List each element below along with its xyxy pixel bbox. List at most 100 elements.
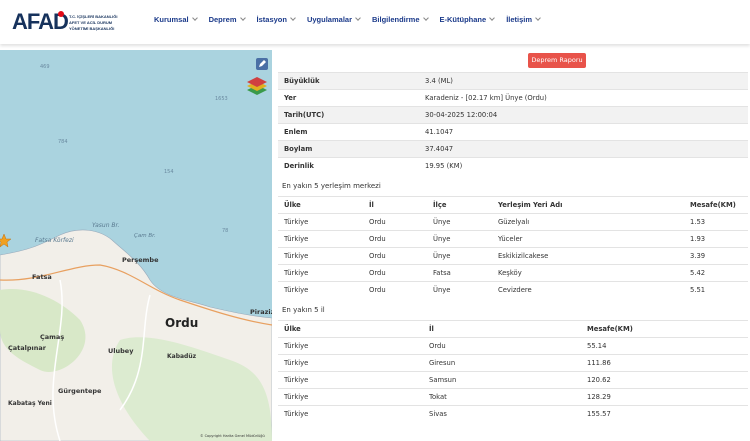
cell: Keşköy: [498, 269, 522, 277]
map-label: 1653: [215, 96, 228, 102]
cell: Ünye: [433, 218, 451, 226]
map-label: Kabataş Yeni: [8, 400, 52, 407]
cell: Ordu: [369, 286, 386, 294]
detail-value: 19.95 (KM): [425, 162, 463, 170]
cell: Yüceler: [498, 235, 523, 243]
map[interactable]: 469 1653 784 154 78 Yasun Br. Fatsa Körfezi Çam…: [0, 50, 272, 441]
map-label: Ulubey: [108, 347, 134, 355]
nav-item[interactable]: Kurumsal: [154, 15, 197, 24]
detail-row: Enlem 41.1047: [278, 123, 748, 141]
header-cell: İl: [369, 201, 374, 209]
detail-value: Karadeniz - [02.17 km] Ünye (Ordu): [425, 94, 547, 102]
cell: Türkiye: [284, 342, 309, 350]
nav-item[interactable]: İletişim: [506, 15, 540, 24]
cell: 5.51: [690, 286, 706, 294]
table-row: Türkiye Sivas 155.57: [278, 405, 748, 423]
cell: Türkiye: [284, 393, 309, 401]
header-cell: Yerleşim Yeri Adı: [498, 201, 563, 209]
table-header: Ülke İl Mesafe(KM): [278, 320, 748, 338]
cell: 3.39: [690, 252, 706, 260]
detail-row: Derinlik 19.95 (KM): [278, 157, 748, 175]
detail-row: Yer Karadeniz - [02.17 km] Ünye (Ordu): [278, 89, 748, 107]
cell: Tokat: [429, 393, 447, 401]
detail-value: 41.1047: [425, 128, 454, 136]
cell: Türkiye: [284, 286, 309, 294]
detail-row: Boylam 37.4047: [278, 140, 748, 158]
table-row: Türkiye Samsun 120.62: [278, 371, 748, 389]
header-cell: İl: [429, 325, 434, 333]
report-button[interactable]: Deprem Raporu: [528, 53, 586, 68]
cell: Türkiye: [284, 376, 309, 384]
nav-item[interactable]: Deprem: [209, 15, 245, 24]
table-row: Türkiye Ordu Ünye Cevizdere 5.51: [278, 281, 748, 299]
cell: Ünye: [433, 235, 451, 243]
detail-value: 30-04-2025 12:00:04: [425, 111, 498, 119]
edit-icon: [259, 60, 266, 67]
cell: 155.57: [587, 410, 611, 418]
detail-row: Büyüklük 3.4 (ML): [278, 72, 748, 90]
section-title: En yakın 5 il: [282, 306, 325, 314]
cell: 111.86: [587, 359, 611, 367]
nav: Kurumsal Deprem İstasyon Uygulamalar Bilgile…: [154, 15, 540, 24]
detail-value: 3.4 (ML): [425, 77, 453, 85]
map-copyright: © Copyright Harita Genel Müdürlüğü: [200, 434, 265, 438]
detail-label: Büyüklük: [284, 77, 320, 85]
table-row: Türkiye Giresun 111.86: [278, 354, 748, 372]
logo-sub: AFET VE ACİL DURUM: [69, 20, 113, 25]
table-row: Türkiye Tokat 128.29: [278, 388, 748, 406]
map-label: 469: [40, 64, 50, 70]
nav-item[interactable]: Bilgilendirme: [372, 15, 428, 24]
header-cell: Mesafe(KM): [587, 325, 633, 333]
cell: Türkiye: [284, 235, 309, 243]
road: [0, 264, 272, 326]
header-cell: Mesafe(KM): [690, 201, 736, 209]
table-row: Türkiye Ordu Ünye Eskikizilcakese 3.39: [278, 247, 748, 265]
map-label: Fatsa: [32, 273, 52, 281]
map-label: Kabadüz: [167, 353, 197, 360]
table-header: Ülke İl İlçe Yerleşim Yeri Adı Mesafe(KM): [278, 196, 748, 214]
cell: 55.14: [587, 342, 607, 350]
map-label: 784: [58, 139, 68, 145]
cell: 128.29: [587, 393, 611, 401]
epicenter[interactable]: [0, 233, 12, 248]
header: AFAD T.C. İÇİŞLERİ BAKANLIĞI AFET VE ACİ…: [0, 0, 750, 44]
nav-item[interactable]: İstasyon: [257, 15, 295, 24]
cell: Türkiye: [284, 269, 309, 277]
forest: [111, 337, 272, 441]
cell: Fatsa: [433, 269, 451, 277]
logo-sub: YÖNETİMİ BAŞKANLIĞI: [69, 26, 115, 31]
cell: Türkiye: [284, 218, 309, 226]
table-row: Türkiye Ordu Fatsa Keşköy 5.42: [278, 264, 748, 282]
forest: [0, 289, 86, 372]
cell: Türkiye: [284, 410, 309, 418]
detail-row: Tarih(UTC) 30-04-2025 12:00:04: [278, 106, 748, 124]
header-cell: İlçe: [433, 201, 447, 209]
cell: Ünye: [433, 286, 451, 294]
detail-value: 37.4047: [425, 145, 454, 153]
section-title: En yakın 5 yerleşim merkezi: [282, 182, 381, 190]
detail-label: Boylam: [284, 145, 313, 153]
cell: Sivas: [429, 410, 447, 418]
cell: 5.42: [690, 269, 706, 277]
cell: 1.93: [690, 235, 706, 243]
cell: Samsun: [429, 376, 457, 384]
nav-item[interactable]: E-Kütüphane: [440, 15, 495, 24]
table-row: Türkiye Ordu 55.14: [278, 337, 748, 355]
cell: Güzelyalı: [498, 218, 530, 226]
road: [52, 279, 151, 441]
table-row: Türkiye Ordu Ünye Yüceler 1.93: [278, 230, 748, 248]
cell: Eskikizilcakese: [498, 252, 549, 260]
map-label: Ordu: [165, 316, 198, 330]
logo-dot: [58, 11, 64, 17]
cell: Ordu: [369, 235, 386, 243]
map-label: Çam Br.: [134, 233, 156, 239]
cell: Ordu: [369, 269, 386, 277]
nav-item[interactable]: Uygulamalar: [307, 15, 360, 24]
map-label: Çamaş: [40, 333, 64, 341]
cell: 120.62: [587, 376, 611, 384]
map-label: Fatsa Körfezi: [35, 237, 74, 244]
cell: Ordu: [369, 252, 386, 260]
logo-sub: T.C. İÇİŞLERİ BAKANLIĞI: [69, 14, 118, 19]
cell: Cevizdere: [498, 286, 532, 294]
